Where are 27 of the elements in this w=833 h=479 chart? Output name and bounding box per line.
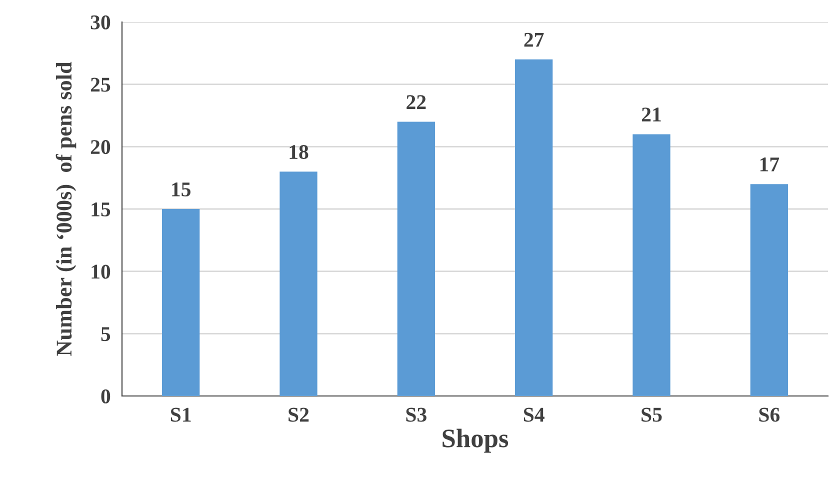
x-tick-label: S4 [524, 408, 544, 422]
x-tick-label: S2 [288, 408, 309, 422]
x-tick-label: S6 [759, 408, 780, 422]
bar [280, 172, 318, 396]
x-tick-label: S5 [642, 408, 662, 422]
x-tick-label: S3 [406, 408, 426, 422]
y-tick-label: 5 [101, 327, 110, 342]
y-tick-label: 0 [101, 389, 110, 404]
y-tick-label: 10 [92, 264, 110, 279]
data-label: 22 [406, 95, 426, 109]
y-tick-label: 15 [92, 202, 110, 216]
y-tick-label: 20 [90, 140, 110, 154]
data-label: 18 [290, 144, 308, 160]
data-label: 21 [642, 108, 661, 122]
bar [515, 59, 553, 396]
data-label: 17 [760, 158, 780, 172]
bar [750, 184, 788, 396]
y-tick-label: 30 [90, 15, 110, 30]
bar [162, 209, 200, 396]
data-label: 15 [172, 182, 190, 196]
y-tick-label: 25 [90, 78, 110, 92]
x-axis-title: Shops [442, 428, 508, 453]
y-axis-title: Number (in ‘000s) of pens sold [56, 62, 76, 356]
bar [632, 134, 670, 396]
bar [397, 122, 435, 396]
x-tick-label: S1 [170, 408, 191, 422]
data-label: 27 [524, 32, 544, 47]
